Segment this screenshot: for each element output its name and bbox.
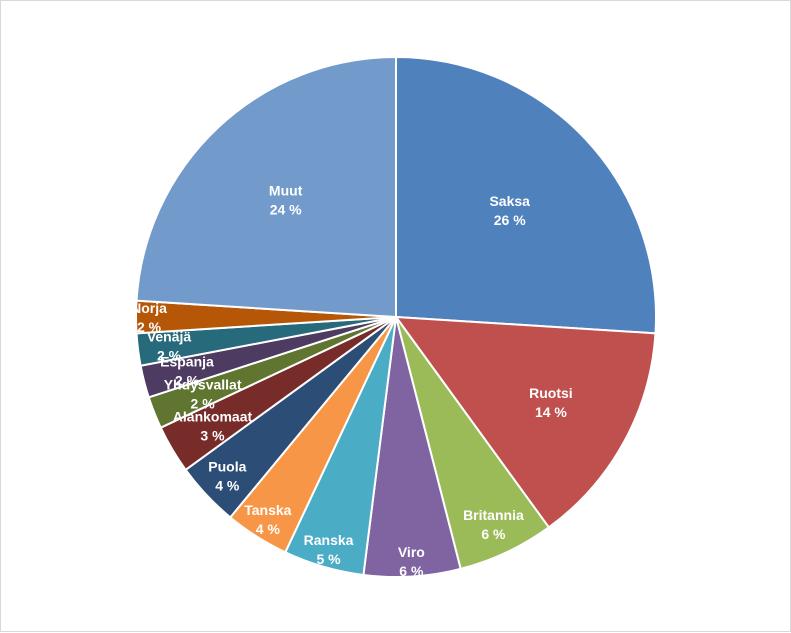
slice-percent-britannia: 6 % (481, 526, 506, 542)
slice-percent-viro: 6 % (399, 563, 424, 579)
slice-name-alankomaat: Alankomaat (173, 409, 253, 425)
slice-name-muut: Muut (269, 182, 303, 198)
slice-percent-muut: 24 % (270, 201, 302, 217)
slice-name-britannia: Britannia (463, 507, 524, 523)
pie-slice-ruotsi (393, 315, 657, 529)
slice-name-espanja: Espanja (160, 354, 214, 370)
slice-percent-venaja: 2 % (157, 348, 182, 364)
slice-percent-puola: 4 % (215, 477, 240, 493)
slice-percent-tanska: 4 % (256, 521, 281, 537)
slice-labels: Saksa 26 % Ruotsi 14 % Britannia 6 % Viro 6 % Ra… (131, 182, 573, 578)
slice-name-ruotsi: Ruotsi (529, 385, 573, 401)
pie-slice-muut (135, 55, 397, 319)
slice-name-yhdysvallat: Yhdysvallat (164, 377, 242, 393)
slice-name-tanska: Tanska (244, 502, 291, 518)
slice-percent-ruotsi: 14 % (535, 404, 567, 420)
slice-name-saksa: Saksa (489, 193, 530, 209)
slice-name-puola: Puola (208, 458, 246, 474)
slice-name-venaja: Venäjä (147, 329, 192, 345)
slice-percent-norja: 2 % (137, 319, 162, 335)
slice-name-viro: Viro (398, 544, 425, 560)
slice-percent-yhdysvallat: 2 % (191, 396, 216, 412)
slice-name-ranska: Ranska (304, 532, 354, 548)
slice-percent-alankomaat: 3 % (200, 428, 225, 444)
pie-slice-saksa (395, 55, 657, 335)
slice-percent-ranska: 5 % (316, 551, 341, 567)
slice-percent-espanja: 2 % (175, 373, 200, 389)
slice-percent-saksa: 26 % (494, 212, 526, 228)
slice-name-norja: Norja (131, 300, 167, 316)
